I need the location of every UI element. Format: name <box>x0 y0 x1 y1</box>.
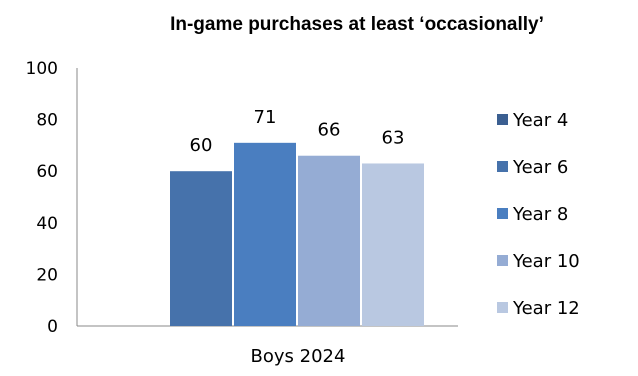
y-tick-label: 80 <box>36 111 58 131</box>
legend: Year 4 Year 6 Year 8 Year 10 Year 12 <box>497 110 580 319</box>
bar-group: 60 71 66 63 <box>170 107 424 326</box>
category-label-group: Boys 2024 <box>251 346 346 367</box>
bar <box>170 171 232 326</box>
chart-title: In-game purchases at least ‘occasionally… <box>170 14 544 35</box>
bar-value-label: 71 <box>254 107 277 128</box>
legend-label: Year 12 <box>512 298 580 319</box>
legend-label: Year 8 <box>512 204 568 225</box>
y-tick-label: 40 <box>36 214 58 234</box>
y-tick-label: 100 <box>26 59 58 79</box>
bar-value-label: 60 <box>190 135 213 156</box>
bar-value-label: 66 <box>318 120 341 141</box>
legend-swatch <box>497 208 508 219</box>
y-tick-label: 60 <box>36 162 58 182</box>
legend-swatch <box>497 114 508 125</box>
legend-label: Year 10 <box>512 251 580 272</box>
bar <box>298 155 360 326</box>
y-tick-group: 0 20 40 60 80 100 <box>26 59 58 337</box>
legend-swatch <box>497 302 508 313</box>
legend-label: Year 6 <box>512 157 568 178</box>
bar <box>362 163 424 326</box>
legend-swatch <box>497 161 508 172</box>
legend-swatch <box>497 255 508 266</box>
y-tick-label: 0 <box>47 317 58 337</box>
legend-label: Year 4 <box>512 110 568 131</box>
category-label: Boys 2024 <box>251 346 346 367</box>
bar <box>234 142 296 326</box>
bar-value-label: 63 <box>382 127 405 148</box>
y-tick-label: 20 <box>36 265 58 285</box>
